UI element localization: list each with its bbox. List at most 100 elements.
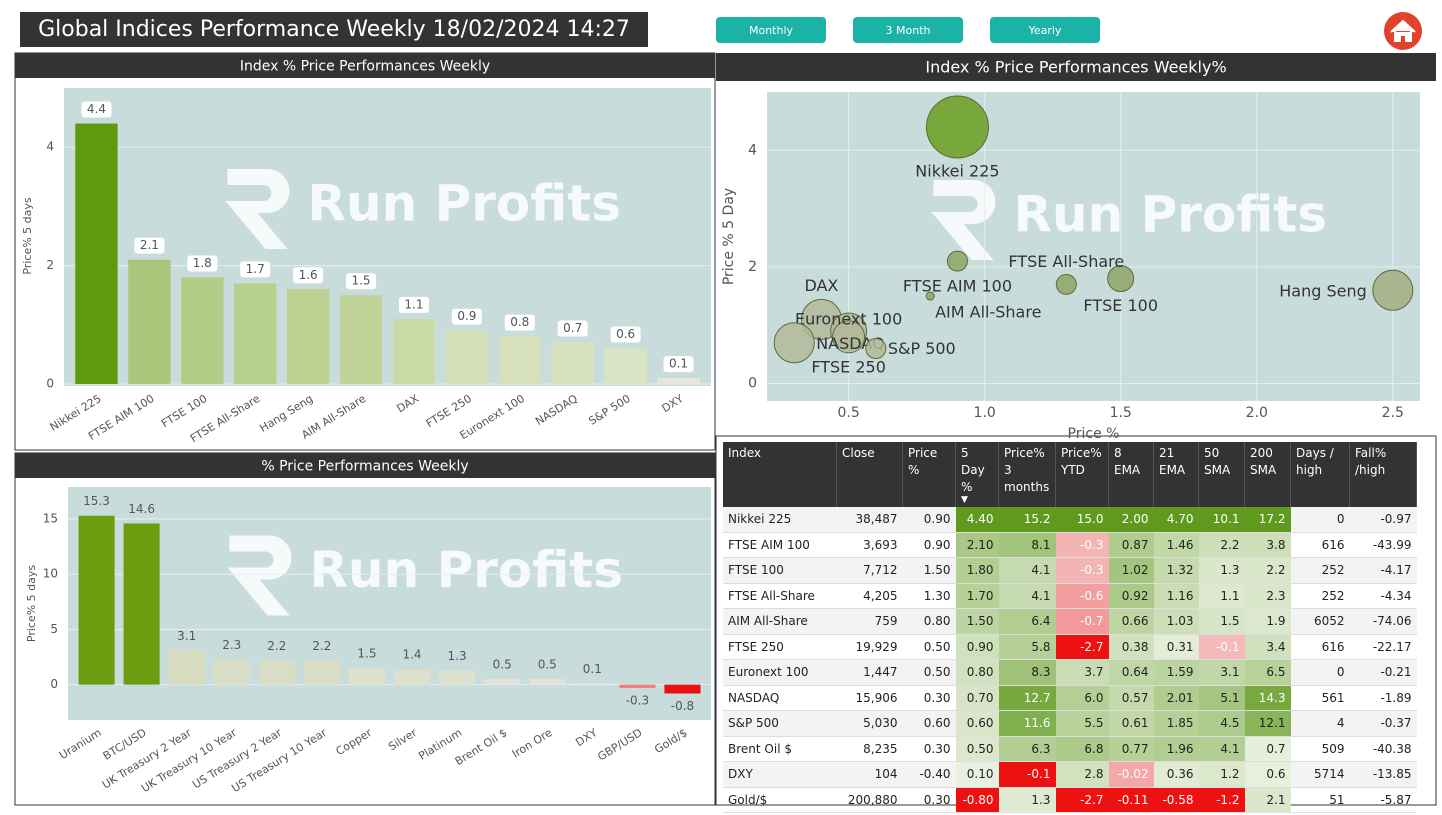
- table-row: Euronext 100 1,447 0.50 0.80 8.3 3.7 0.64 1.59 3…: [723, 659, 1417, 686]
- table-cell: -4.34: [1349, 583, 1417, 609]
- table-cell: 0: [1290, 659, 1350, 686]
- bar: [551, 342, 594, 384]
- table-cell: 1.50: [955, 608, 999, 635]
- table-cell: 2.2: [1198, 532, 1245, 558]
- table-cell: 3,693: [836, 532, 903, 558]
- column-header: Fall% /high: [1349, 442, 1417, 507]
- bubble: [773, 322, 815, 364]
- column-header: Price% YTD: [1055, 442, 1109, 507]
- table-row: FTSE All-Share 4,205 1.30 1.70 4.1 -0.6 0.92 1.…: [723, 583, 1417, 609]
- point-label: S&P 500: [888, 339, 956, 358]
- table-cell: -0.37: [1349, 710, 1417, 737]
- table: Index Close Price % 5 Day % ▼ Price% 3 months…: [723, 442, 1417, 813]
- column-header: 200 SMA: [1244, 442, 1291, 507]
- table-cell: 0.90: [902, 532, 956, 558]
- table-row: FTSE 250 19,929 0.50 0.90 5.8 -2.7 0.38 0.31 -0.…: [723, 634, 1417, 660]
- x-tick-label: 1.5: [1110, 405, 1132, 421]
- x-tick-label: 2.0: [1246, 405, 1268, 421]
- bubble: [946, 250, 968, 272]
- table-cell: 1.80: [955, 557, 999, 584]
- table-cell: 0.64: [1108, 659, 1154, 686]
- bar: [445, 330, 489, 384]
- table-cell: 252: [1290, 557, 1350, 584]
- table-cell: 561: [1290, 685, 1350, 711]
- data-label: 1.7: [246, 262, 265, 276]
- label-box: [187, 255, 218, 272]
- data-label: 15.3: [83, 494, 110, 508]
- table-cell: 51: [1290, 787, 1350, 813]
- table-cell: 1.59: [1153, 659, 1199, 686]
- table-cell: 1.02: [1108, 557, 1154, 584]
- table-cell: -0.1: [998, 761, 1056, 788]
- table-cell: 0.80: [902, 608, 956, 635]
- table-cell: -0.7: [1055, 608, 1109, 635]
- table-cell: 1.70: [955, 583, 999, 609]
- table-cell: FTSE All-Share: [723, 583, 837, 609]
- data-label: 1.4: [402, 648, 421, 662]
- point-label: DAX: [804, 276, 838, 295]
- table-cell: 15.2: [998, 507, 1056, 533]
- x-axis-label: Price %: [1068, 426, 1120, 442]
- table-cell: 1.03: [1153, 608, 1199, 635]
- point-label: Nikkei 225: [915, 161, 999, 180]
- bubble: [1055, 273, 1077, 295]
- table-cell: 5.5: [1055, 710, 1109, 737]
- table-cell: 3.8: [1244, 532, 1291, 558]
- table-cell: -43.99: [1349, 532, 1417, 558]
- data-label: 1.5: [357, 647, 376, 661]
- column-header: 21 EMA: [1153, 442, 1199, 507]
- table-cell: -1.2: [1198, 787, 1245, 813]
- button[interactable]: 3 Month: [853, 17, 963, 43]
- table-cell: DXY: [723, 761, 837, 788]
- table-cell: -0.97: [1349, 507, 1417, 533]
- table-cell: 1,447: [836, 659, 903, 686]
- table-cell: 5.8: [998, 634, 1056, 660]
- table-cell: Nikkei 225: [723, 507, 837, 533]
- table-cell: 15.0: [1055, 507, 1109, 533]
- table-cell: 6.4: [998, 608, 1056, 635]
- table-cell: -0.3: [1055, 532, 1109, 558]
- table-cell: 1.5: [1198, 608, 1245, 635]
- table-cell: 0.30: [902, 787, 956, 813]
- table-cell: 11.6: [998, 710, 1056, 737]
- table-cell: 2.10: [955, 532, 999, 558]
- table-cell: 5.1: [1198, 685, 1245, 711]
- table-row: Nikkei 225 38,487 0.90 4.40 15.2 15.0 2.00 4.70…: [723, 507, 1417, 533]
- panel-title: % Price Performances Weekly: [261, 459, 468, 475]
- table-cell: -2.7: [1055, 634, 1109, 660]
- table-cell: 0.50: [955, 736, 999, 762]
- bar: [123, 523, 160, 685]
- table-cell: 5714: [1290, 761, 1350, 788]
- button[interactable]: Monthly: [716, 17, 826, 43]
- table-row: AIM All-Share 759 0.80 1.50 6.4 -0.7 0.66 1.03 1…: [723, 608, 1417, 635]
- panel-title-bar: [15, 453, 715, 478]
- bar: [213, 659, 250, 685]
- y-tick-label: 15: [43, 512, 58, 526]
- y-tick-label: 2: [46, 258, 54, 272]
- table-cell: 0.77: [1108, 736, 1154, 762]
- bar: [394, 669, 431, 685]
- point-label: Hang Seng: [1279, 282, 1367, 301]
- home-button[interactable]: [1384, 12, 1422, 50]
- bar: [339, 295, 383, 384]
- table-cell: -0.11: [1108, 787, 1154, 813]
- table-cell: 616: [1290, 634, 1350, 660]
- label-box: [346, 273, 377, 290]
- y-tick-label: 4: [748, 142, 757, 158]
- button[interactable]: Yearly: [990, 17, 1100, 43]
- table-cell: 1.96: [1153, 736, 1199, 762]
- table-cell: 38,487: [836, 507, 903, 533]
- table-cell: 1.9: [1244, 608, 1291, 635]
- table-cell: 12.1: [1244, 710, 1291, 737]
- bubble: [1107, 265, 1135, 293]
- table-row: S&P 500 5,030 0.60 0.60 11.6 5.5 0.61 1.85 4.5 12…: [723, 710, 1417, 737]
- label-box: [134, 237, 165, 254]
- data-label: 14.6: [128, 502, 155, 516]
- table-cell: 4: [1290, 710, 1350, 737]
- table-cell: 3.4: [1244, 634, 1291, 660]
- bar: [664, 684, 701, 694]
- table-cell: 4.1: [998, 583, 1056, 609]
- table-cell: 0.87: [1108, 532, 1154, 558]
- column-header: 5 Day % ▼: [955, 442, 999, 507]
